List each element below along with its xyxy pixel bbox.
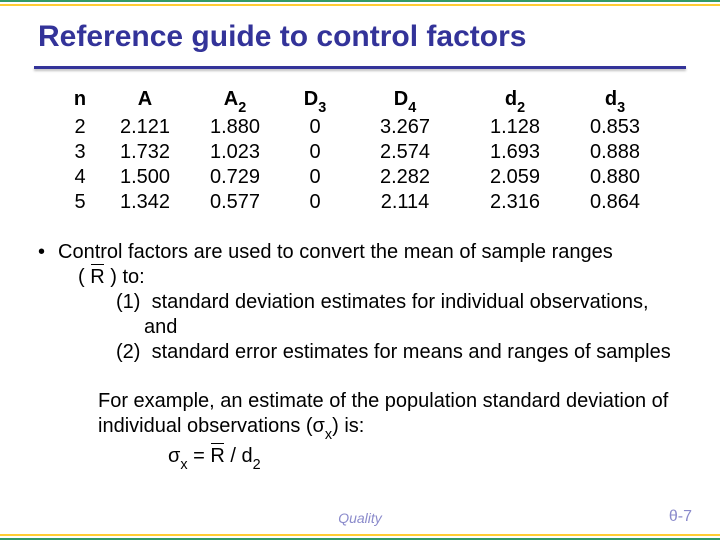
table-cell: 0 <box>280 116 350 139</box>
table-cell: 2.121 <box>100 116 190 139</box>
table-header: A <box>100 88 190 114</box>
item2-text: standard error estimates for means and r… <box>152 341 671 363</box>
table-cell: 1.500 <box>100 166 190 189</box>
table-cell: 0 <box>280 191 350 214</box>
bullet-lead: Control factors are used to convert the … <box>58 241 613 263</box>
bullet-1: • Control factors are used to convert th… <box>38 240 682 265</box>
bottom-border <box>0 534 720 540</box>
list-item-1: (1) standard deviation estimates for ind… <box>116 290 682 340</box>
top-border-line-2 <box>0 4 720 6</box>
example-lead: For example, an estimate of the populati… <box>98 390 668 437</box>
formula-sigma: σ <box>168 445 180 467</box>
factors-table: nAA2D3D4d2d322.1211.88003.2671.1280.8533… <box>60 88 680 214</box>
example-tail: ) is: <box>332 415 364 437</box>
table-cell: 2.574 <box>350 141 460 164</box>
table-cell: 2.114 <box>350 191 460 214</box>
formula-r-bar: R <box>210 444 224 469</box>
top-border <box>0 0 720 6</box>
table-cell: 0.864 <box>570 191 660 214</box>
table-cell: 0.729 <box>190 166 280 189</box>
formula-div: / d <box>225 445 253 467</box>
table-cell: 5 <box>60 191 100 214</box>
formula-eq: = <box>188 445 211 467</box>
example-paragraph: For example, an estimate of the populati… <box>98 389 682 442</box>
table-cell: 1.128 <box>460 116 570 139</box>
table-cell: 2.059 <box>460 166 570 189</box>
table-cell: 0.880 <box>570 166 660 189</box>
table-header: D3 <box>280 88 350 114</box>
rbar-prefix: ( <box>78 266 90 288</box>
table-header: d2 <box>460 88 570 114</box>
list-item-2: (2) standard error estimates for means a… <box>116 340 682 365</box>
item1-num: (1) <box>116 291 140 313</box>
table-cell: 1.693 <box>460 141 570 164</box>
r-bar-symbol: R <box>90 265 104 290</box>
formula-d-sub: 2 <box>253 457 261 473</box>
table-cell: 2.282 <box>350 166 460 189</box>
table-cell: 0 <box>280 141 350 164</box>
table-header: n <box>60 88 100 114</box>
item1-text: standard deviation estimates for individ… <box>144 291 649 338</box>
table-cell: 0 <box>280 166 350 189</box>
bullet-rbar-line: ( R ) to: <box>78 265 682 290</box>
table-header: D4 <box>350 88 460 114</box>
table-cell: 3 <box>60 141 100 164</box>
slide: Reference guide to control factors nAA2D… <box>0 0 720 540</box>
footer-page-number: θ-7 <box>669 508 692 526</box>
body-content: • Control factors are used to convert th… <box>38 240 682 472</box>
table-cell: 4 <box>60 166 100 189</box>
page-title: Reference guide to control factors <box>38 20 682 54</box>
table-cell: 1.732 <box>100 141 190 164</box>
table-header: d3 <box>570 88 660 114</box>
table-cell: 2 <box>60 116 100 139</box>
table-header: A2 <box>190 88 280 114</box>
footer-center: Quality <box>0 510 720 526</box>
example-sub: x <box>325 427 332 443</box>
formula: σx = R / d2 <box>168 444 682 472</box>
table-cell: 0.577 <box>190 191 280 214</box>
table-cell: 1.880 <box>190 116 280 139</box>
table-cell: 2.316 <box>460 191 570 214</box>
table-cell: 0.853 <box>570 116 660 139</box>
bullet-mark: • <box>38 240 58 265</box>
table-cell: 1.342 <box>100 191 190 214</box>
title-underline <box>34 66 686 69</box>
item2-num: (2) <box>116 341 140 363</box>
bullet-text: Control factors are used to convert the … <box>58 240 682 265</box>
table-cell: 1.023 <box>190 141 280 164</box>
formula-sub: x <box>180 457 187 473</box>
table-cell: 3.267 <box>350 116 460 139</box>
rbar-suffix: ) to: <box>105 266 145 288</box>
table-cell: 0.888 <box>570 141 660 164</box>
